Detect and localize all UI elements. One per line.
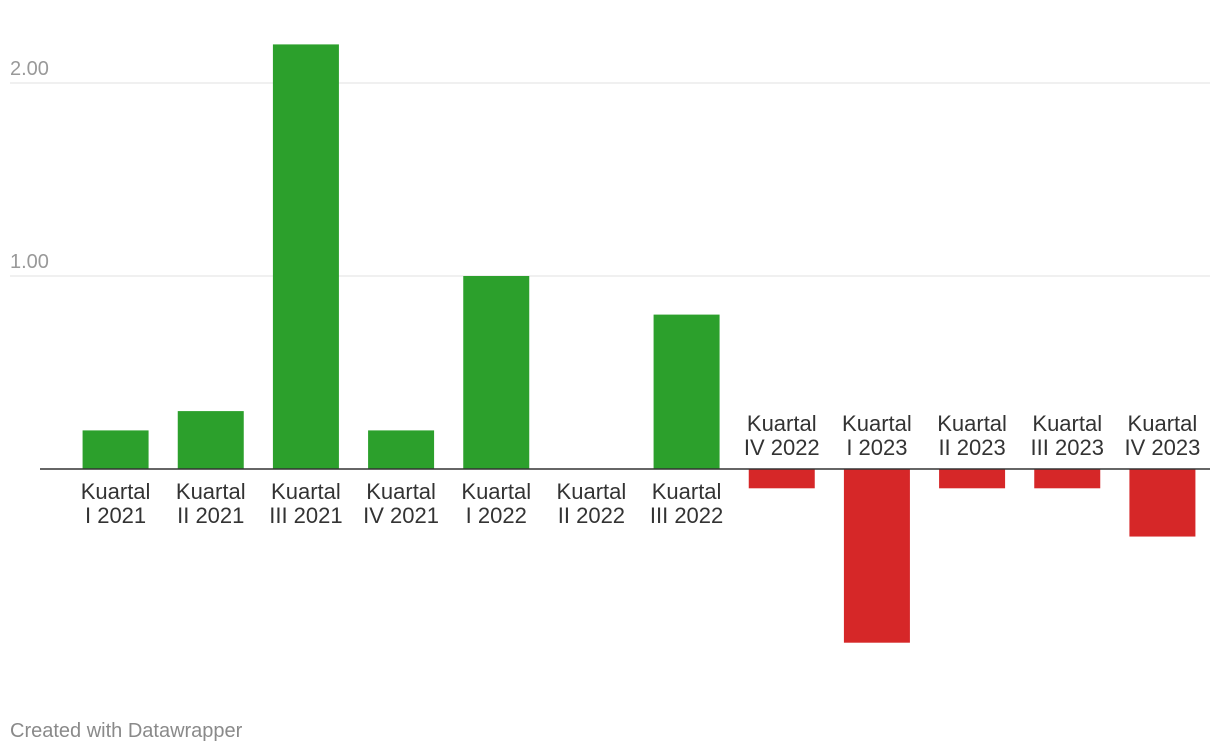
bar bbox=[843, 469, 910, 643]
category-label: Kuartal III 2021 bbox=[269, 479, 342, 528]
category-label: Kuartal II 2023 bbox=[937, 411, 1007, 460]
bar bbox=[748, 469, 815, 489]
bar bbox=[1034, 469, 1101, 489]
gridlines: 1.00 2.00 bbox=[10, 58, 1210, 277]
category-labels: Kuartal I 2021 Kuartal II 2021 Kuartal III 20… bbox=[81, 411, 1201, 528]
bar bbox=[368, 430, 435, 469]
category-label: Kuartal I 2022 bbox=[461, 479, 531, 528]
bar bbox=[177, 411, 244, 469]
category-label: Kuartal IV 2022 bbox=[744, 411, 820, 460]
category-label: Kuartal II 2021 bbox=[176, 479, 246, 528]
y-tick-label: 2.00 bbox=[10, 58, 49, 80]
bar bbox=[272, 44, 339, 470]
category-label: Kuartal III 2022 bbox=[650, 479, 723, 528]
bar bbox=[1129, 469, 1196, 537]
y-tick-label: 1.00 bbox=[10, 251, 49, 273]
bars bbox=[82, 44, 1196, 643]
category-label: Kuartal II 2022 bbox=[557, 479, 627, 528]
bar bbox=[82, 430, 149, 469]
bar bbox=[653, 314, 720, 469]
category-label: Kuartal IV 2023 bbox=[1124, 411, 1200, 460]
bar bbox=[463, 276, 530, 469]
category-label: Kuartal IV 2021 bbox=[363, 479, 439, 528]
bar bbox=[939, 469, 1006, 489]
category-label: Kuartal I 2021 bbox=[81, 479, 151, 528]
credit-text: Created with Datawrapper bbox=[10, 720, 243, 742]
category-label: Kuartal III 2023 bbox=[1031, 411, 1104, 460]
category-label: Kuartal I 2023 bbox=[842, 411, 912, 460]
